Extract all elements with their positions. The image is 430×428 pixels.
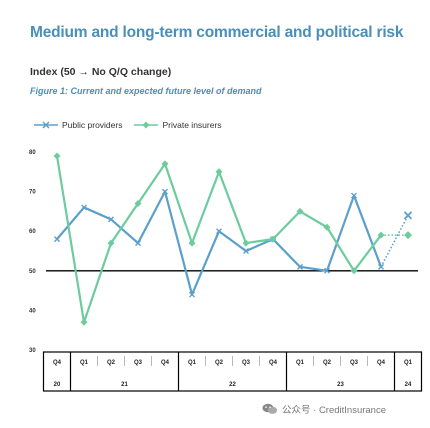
data-point-public: [189, 291, 195, 298]
x-tick-label: Q1: [188, 360, 197, 366]
data-point-private: [350, 267, 358, 275]
y-tick-label: 40: [29, 308, 36, 314]
data-point-private: [107, 239, 115, 247]
x-year-label: 24: [405, 382, 412, 388]
data-point-public: [243, 248, 249, 254]
chart-legend: Public providers Private insurers: [34, 120, 222, 130]
x-tick-label: Q3: [350, 360, 359, 366]
forecast-point-public: [403, 211, 413, 220]
x-tick-label: Q2: [215, 360, 224, 366]
x-year-label: 22: [229, 382, 236, 388]
x-tick-label: Q3: [242, 360, 251, 366]
x-tick-label: Q4: [161, 360, 170, 366]
data-point-public: [135, 240, 141, 247]
x-year-label: 20: [54, 382, 61, 388]
x-tick-label: Q4: [269, 360, 278, 366]
legend-item-public: Public providers: [34, 120, 122, 130]
series-line-public: [56, 190, 383, 296]
data-point-public: [162, 188, 168, 195]
data-point-public: [378, 263, 384, 270]
data-point-public: [81, 204, 87, 211]
legend-label-private: Private insurers: [162, 120, 222, 130]
y-tick-label: 80: [29, 150, 36, 156]
data-point-private: [323, 223, 331, 231]
page-title: Medium and long-term commercial and poli…: [30, 24, 404, 41]
data-point-private: [269, 235, 277, 243]
x-tick-label: Q1: [80, 360, 89, 366]
x-tick-label: Q4: [53, 360, 62, 366]
figure-caption: Figure 1: Current and expected future le…: [30, 86, 262, 96]
forecast-line-public: [380, 214, 409, 268]
x-tick-label: Q3: [134, 360, 143, 366]
data-point-private: [134, 199, 142, 207]
x-axis-table: [42, 351, 423, 392]
x-year-label: 21: [121, 382, 128, 388]
watermark-text: 公众号 · CreditInsurance: [282, 405, 387, 416]
y-tick-label: 50: [29, 269, 36, 275]
x-tick-label: Q2: [323, 360, 332, 366]
data-point-public: [108, 216, 114, 223]
data-point-public: [324, 267, 330, 274]
chart-subtitle: Index (50 → No Q/Q change): [30, 66, 172, 78]
legend-label-public: Public providers: [62, 120, 123, 130]
data-point-private: [161, 160, 169, 168]
legend-swatch-public: [34, 121, 58, 129]
x-tick-label: Q4: [377, 360, 386, 366]
data-point-private: [242, 239, 250, 247]
data-point-public: [351, 192, 357, 199]
data-point-private: [377, 231, 385, 239]
x-tick-label: Q2: [107, 360, 116, 366]
x-year-label: 23: [337, 382, 344, 388]
y-tick-label: 60: [29, 229, 36, 235]
data-point-private: [215, 168, 223, 176]
series-line-private: [55, 155, 382, 324]
data-point-public: [216, 228, 222, 235]
data-point-public: [54, 236, 60, 243]
data-point-public: [297, 263, 303, 270]
y-tick-label: 70: [29, 190, 36, 196]
y-tick-label: 30: [29, 348, 36, 354]
data-point-private: [80, 318, 88, 326]
x-tick-label: Q1: [404, 360, 413, 366]
legend-swatch-private: [134, 121, 159, 129]
data-point-private: [188, 239, 196, 247]
data-point-private: [53, 152, 61, 160]
x-tick-label: Q1: [296, 360, 305, 366]
forecast-point-private: [404, 231, 412, 240]
watermark: 公众号 · CreditInsurance: [262, 402, 386, 416]
legend-item-private: Private insurers: [134, 120, 222, 130]
wechat-icon: [262, 403, 278, 414]
data-point-private: [296, 207, 304, 215]
